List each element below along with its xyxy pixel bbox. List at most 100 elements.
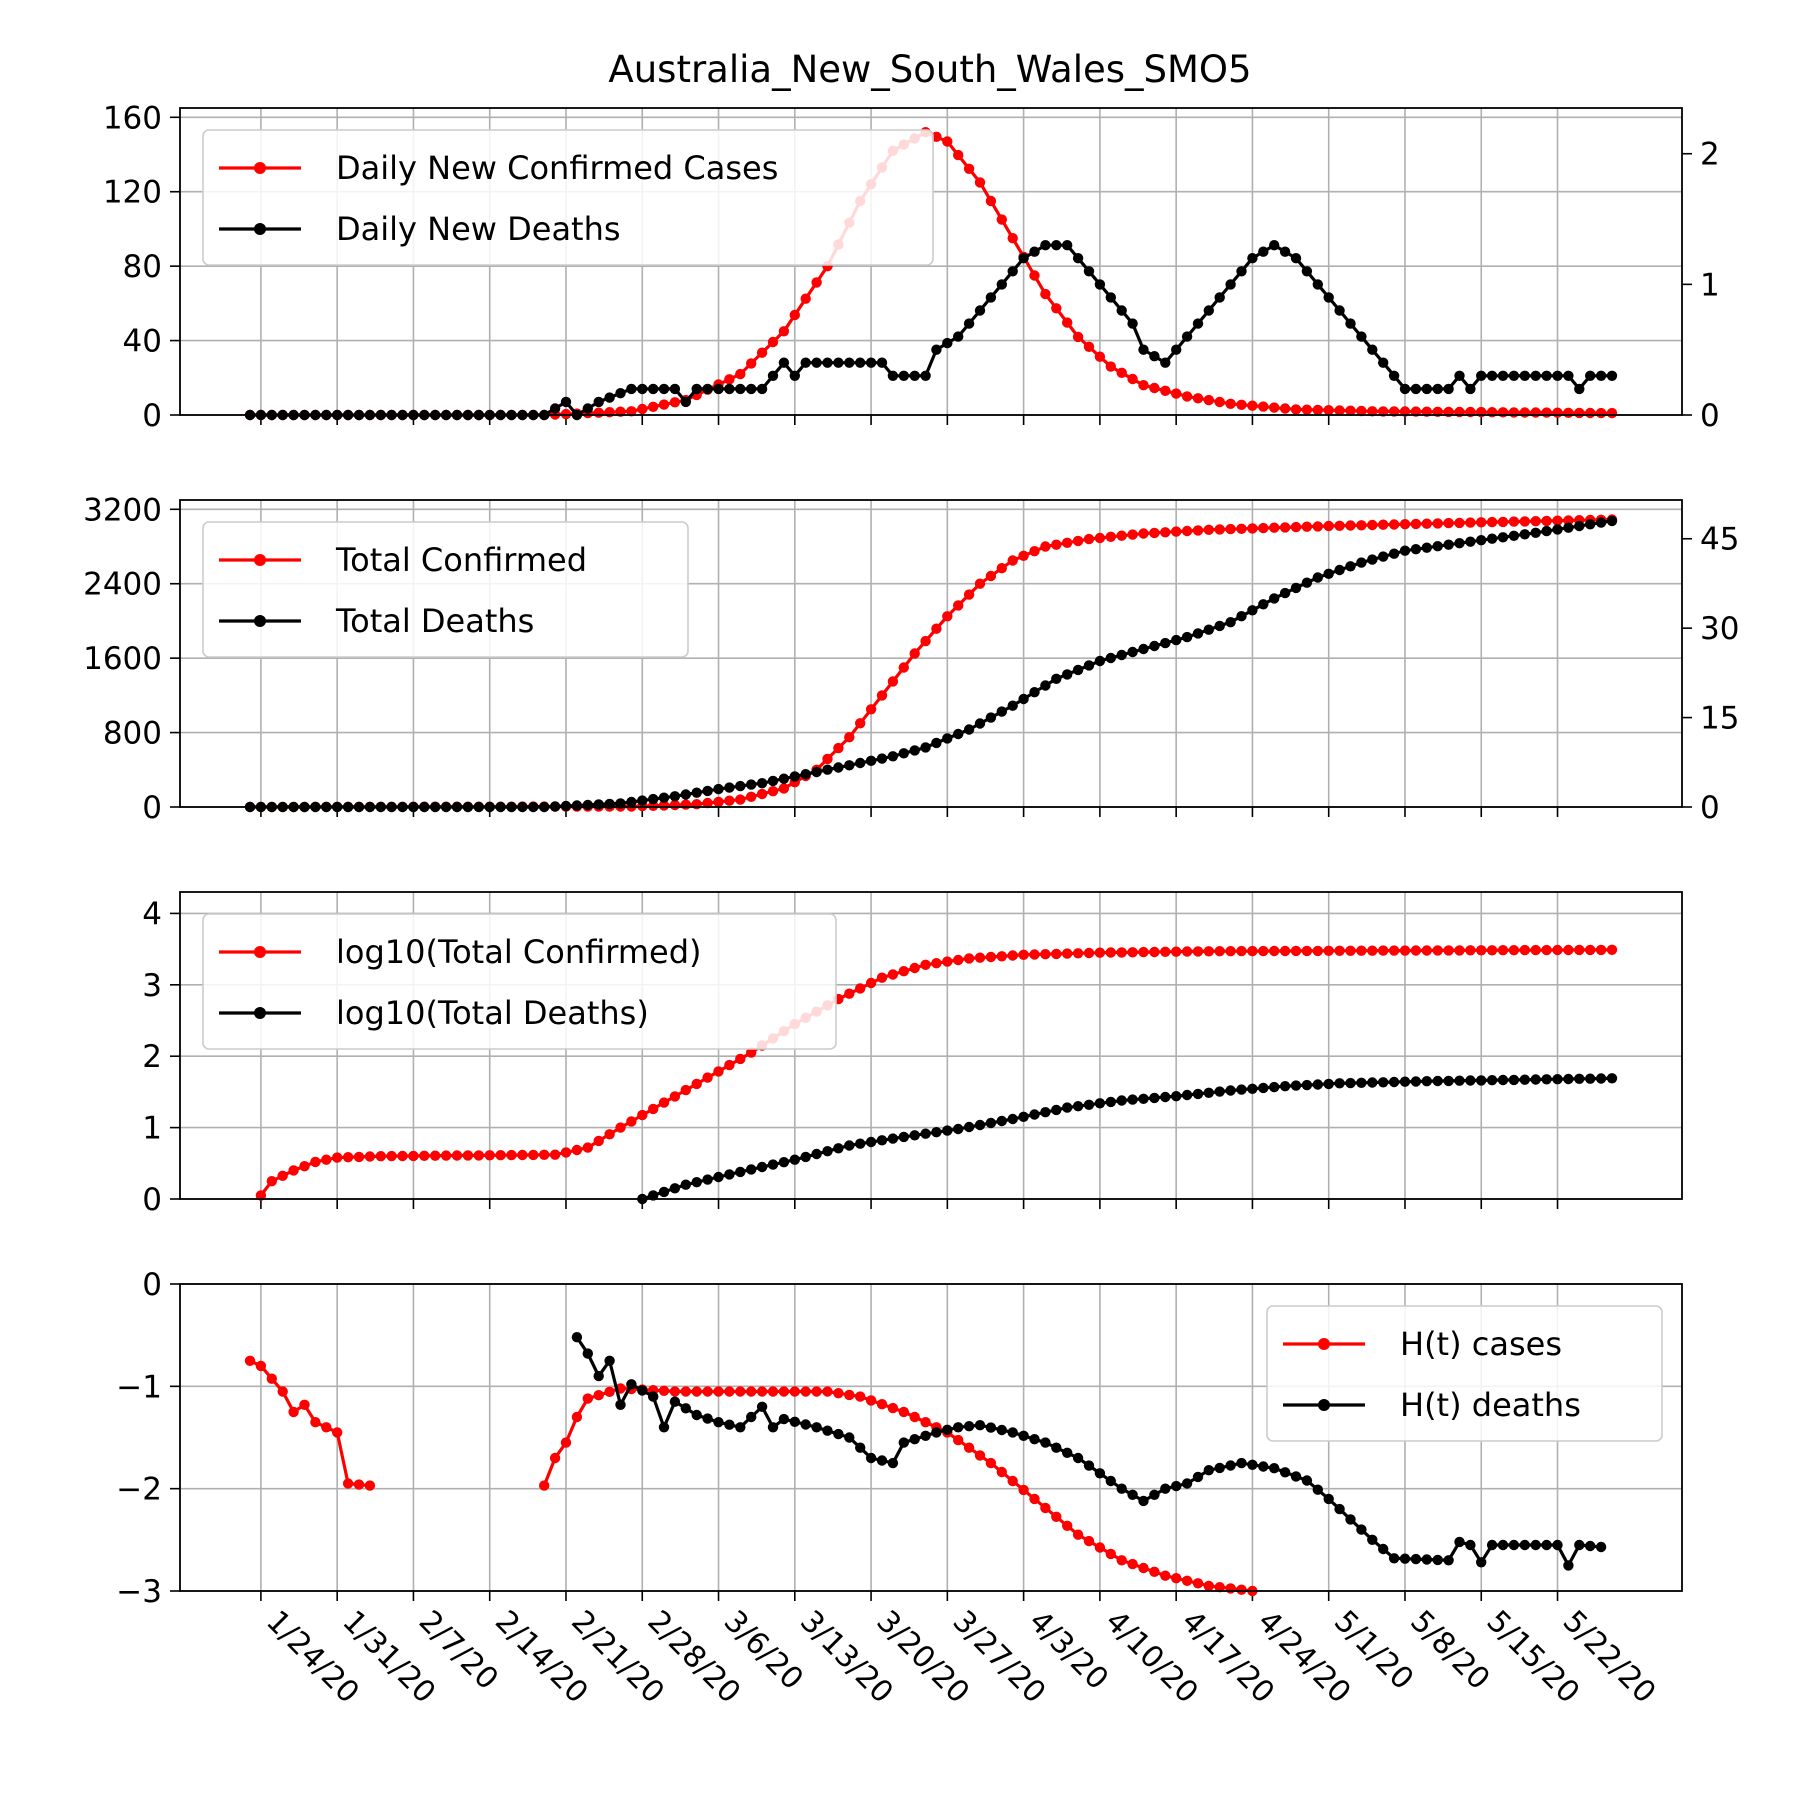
data-point <box>1606 407 1618 419</box>
data-point <box>767 1159 779 1170</box>
data-point <box>1345 1514 1356 1525</box>
data-point <box>942 733 953 744</box>
data-point <box>1062 537 1073 548</box>
data-point <box>1443 945 1454 956</box>
data-point <box>1388 370 1400 381</box>
data-point <box>1258 401 1269 412</box>
data-point <box>430 1150 441 1161</box>
data-point <box>931 623 942 634</box>
data-point <box>789 1416 800 1428</box>
data-point <box>963 724 975 735</box>
data-point <box>1018 1111 1029 1123</box>
data-point <box>582 403 593 414</box>
data-point <box>1443 1075 1454 1087</box>
data-point <box>746 779 757 790</box>
data-point <box>942 611 953 622</box>
data-point <box>756 788 768 800</box>
data-point <box>1530 1074 1541 1085</box>
data-point <box>974 1450 986 1461</box>
data-point <box>1116 530 1127 541</box>
data-point <box>1388 1553 1400 1564</box>
data-point <box>277 1170 288 1182</box>
data-point <box>811 277 822 288</box>
data-point <box>1301 266 1313 277</box>
data-point <box>1432 945 1443 956</box>
data-point <box>1192 393 1204 404</box>
data-point <box>1595 517 1607 528</box>
data-point <box>1595 944 1607 956</box>
data-point <box>1171 1480 1182 1492</box>
data-point <box>582 1393 593 1404</box>
data-point <box>1421 518 1433 529</box>
data-point <box>1160 637 1171 649</box>
y-tick-label-left: 4 <box>142 896 162 932</box>
data-point <box>909 962 920 974</box>
data-point <box>1072 1101 1084 1112</box>
data-point <box>299 1161 310 1172</box>
data-point <box>1116 1483 1127 1494</box>
data-point <box>1334 945 1345 956</box>
data-point <box>844 760 855 771</box>
data-point <box>963 163 975 174</box>
data-point <box>920 635 931 647</box>
legend-box <box>202 129 934 266</box>
data-point <box>1029 1434 1040 1445</box>
data-point <box>680 789 691 800</box>
data-point <box>1486 533 1498 544</box>
data-point <box>1399 519 1411 530</box>
data-point <box>1171 1573 1182 1584</box>
data-point <box>800 1419 811 1430</box>
data-point <box>735 1422 746 1433</box>
y-tick-label-right: 0 <box>1700 398 1720 434</box>
data-point <box>1367 554 1378 565</box>
data-point <box>1454 370 1465 381</box>
data-point <box>920 1128 931 1139</box>
data-point <box>931 1427 942 1438</box>
data-point <box>1018 253 1029 264</box>
data-point <box>1519 407 1531 418</box>
legend-swatch-marker <box>1318 1399 1330 1411</box>
data-point <box>593 1370 604 1382</box>
data-point <box>953 331 964 342</box>
data-point <box>1508 370 1520 381</box>
data-point <box>604 1129 615 1140</box>
data-point <box>397 1150 408 1162</box>
data-point <box>1388 945 1400 956</box>
data-point <box>1029 246 1040 257</box>
data-point <box>288 1165 299 1176</box>
legend: Daily New Confirmed Cases Daily New Death… <box>202 129 934 266</box>
data-point <box>789 370 800 381</box>
data-point <box>1007 700 1018 711</box>
data-point <box>680 396 691 408</box>
data-point <box>800 769 811 780</box>
data-point <box>1083 341 1095 352</box>
data-point <box>1116 947 1127 958</box>
data-point <box>1225 1583 1236 1594</box>
data-point <box>353 1151 365 1163</box>
data-point <box>1410 945 1422 956</box>
data-point <box>615 798 626 809</box>
data-point <box>898 1406 909 1418</box>
data-point <box>658 792 670 803</box>
data-point <box>1083 1535 1095 1547</box>
data-point <box>1203 1580 1215 1592</box>
data-point <box>1051 539 1062 550</box>
data-point <box>778 326 790 337</box>
data-point <box>746 1164 757 1175</box>
data-point <box>1323 292 1334 303</box>
data-point <box>898 662 909 673</box>
data-point <box>767 336 779 348</box>
data-point <box>1247 605 1258 616</box>
data-point <box>1530 370 1541 381</box>
data-point <box>1062 317 1073 328</box>
data-point <box>364 1480 376 1491</box>
data-point <box>1192 628 1204 639</box>
data-point <box>1116 1555 1127 1566</box>
data-point <box>724 374 735 385</box>
legend-label: Total Deaths <box>335 602 534 640</box>
data-point <box>1138 344 1149 355</box>
data-point <box>1399 383 1411 395</box>
y-tick-label-right: 45 <box>1700 522 1739 558</box>
data-point <box>1290 404 1302 415</box>
